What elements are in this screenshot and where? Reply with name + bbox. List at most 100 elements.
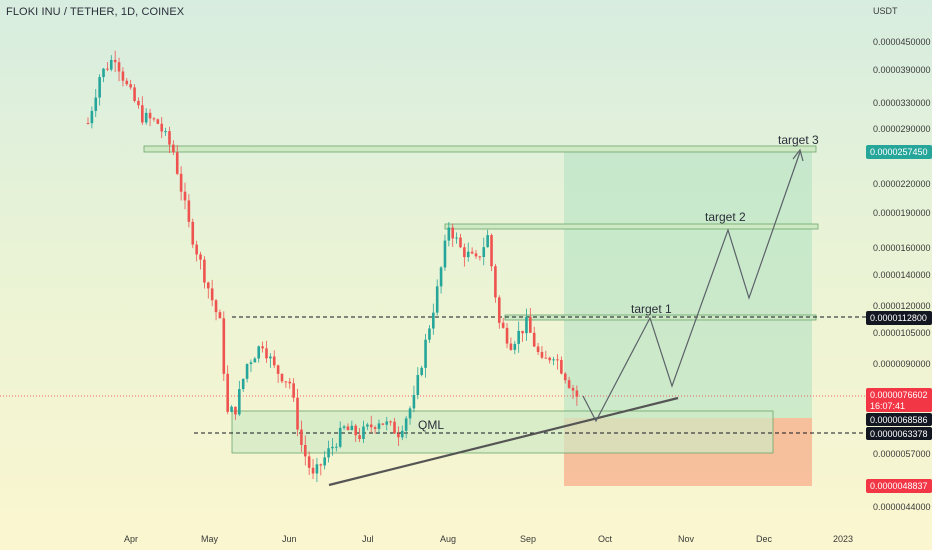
candle-body <box>381 423 385 425</box>
candle-body <box>183 191 187 201</box>
candle-body <box>428 328 431 340</box>
candle-body <box>346 426 350 431</box>
x-tick-label: Aug <box>440 534 456 544</box>
chart-title: FLOKI INU / TETHER, 1D, COINEX <box>6 6 185 18</box>
candle-body <box>222 318 226 374</box>
candle-body <box>424 339 427 368</box>
y-axis: 0.0000450000 0.0000390000 0.0000330000 0… <box>873 37 931 512</box>
candles <box>86 50 579 482</box>
x-tick-label: Jul <box>362 534 374 544</box>
candle-body <box>393 421 396 434</box>
candle-body <box>292 383 295 398</box>
candle-body <box>400 430 404 438</box>
candle-body <box>517 330 520 344</box>
target-1-label: target 1 <box>631 302 672 316</box>
y-tick-label: 0.0000140000 <box>873 270 931 280</box>
candle-body <box>191 221 195 245</box>
candle-body <box>129 84 132 88</box>
y-tick-label: 0.0000220000 <box>873 179 931 189</box>
candle-body <box>238 389 241 415</box>
candle-body <box>548 357 552 361</box>
candle-body <box>478 256 482 258</box>
projected-path-arrowhead <box>792 148 804 162</box>
candle-body <box>230 406 233 412</box>
candle-body <box>331 446 334 449</box>
candle-body <box>362 426 365 439</box>
candle-body <box>323 457 326 466</box>
price-badge-resistance: 0.0000112800 <box>866 311 932 325</box>
candle-body <box>214 300 218 313</box>
target-zone <box>564 152 812 418</box>
candle-body <box>373 427 377 429</box>
candle-body <box>366 424 369 427</box>
candle-body <box>439 267 443 287</box>
candle-body <box>117 62 121 72</box>
candle-body <box>86 123 90 125</box>
candle-body <box>377 423 381 429</box>
candle-body <box>261 346 264 349</box>
candle-body <box>513 343 517 350</box>
candle-body <box>455 237 458 239</box>
price-badge-text: 0.0000076602 <box>870 390 928 400</box>
candle-body <box>156 119 160 124</box>
x-tick-label: Jun <box>282 534 297 544</box>
candle-body <box>443 240 447 268</box>
candle-body <box>486 235 489 248</box>
candle-body <box>175 152 179 174</box>
qml-zone <box>231 410 774 454</box>
candle-body <box>567 380 571 388</box>
price-badge-current: 0.0000076602 16:07:41 <box>866 388 932 412</box>
candle-body <box>560 359 563 374</box>
candle-body <box>102 68 105 78</box>
price-badge-text: 0.0000068586 <box>870 415 928 425</box>
x-tick-label: 2023 <box>833 534 853 544</box>
candle-body <box>121 71 125 81</box>
candle-body <box>253 358 257 363</box>
candle-body <box>432 312 435 329</box>
target-3-box <box>143 145 817 153</box>
candle-body <box>532 332 536 347</box>
y-tick-label: 0.0000160000 <box>873 243 931 253</box>
y-tick-label: 0.0000057000 <box>873 449 931 459</box>
candle-body <box>463 247 466 258</box>
candle-body <box>466 251 470 258</box>
candle-body <box>94 97 98 111</box>
candle-body <box>226 373 229 412</box>
candle-body <box>160 123 164 132</box>
candle-body <box>280 373 284 382</box>
candle-body <box>109 59 113 70</box>
candle-body <box>474 253 478 257</box>
y-tick-label: 0.0000290000 <box>873 124 931 134</box>
candle-body <box>133 87 136 101</box>
candle-body <box>521 330 524 334</box>
price-unit-label: USDT <box>873 6 898 16</box>
candle-body <box>482 247 486 257</box>
candle-body <box>137 100 140 106</box>
candle-body <box>497 297 501 323</box>
price-badge-text: 0.0000112800 <box>870 313 927 323</box>
candle-body <box>218 312 222 319</box>
candle-body <box>199 254 202 260</box>
candle-body <box>179 173 183 192</box>
candle-body <box>249 362 253 365</box>
candle-body <box>556 359 559 361</box>
candle-body <box>470 251 474 254</box>
candle-body <box>494 266 497 298</box>
candle-body <box>536 346 540 353</box>
candle-body <box>113 59 117 63</box>
x-tick-label: Sep <box>520 534 536 544</box>
x-tick-label: Dec <box>756 534 773 544</box>
x-axis: Apr May Jun Jul Aug Sep Oct Nov Dec 2023 <box>124 534 853 544</box>
x-tick-label: Apr <box>124 534 138 544</box>
candle-body <box>125 80 129 85</box>
candle-body <box>288 381 292 384</box>
candle-body <box>571 387 575 391</box>
candle-body <box>447 227 451 241</box>
candle-body <box>338 427 342 447</box>
y-tick-label: 0.0000390000 <box>873 65 931 75</box>
candle-body <box>245 364 249 379</box>
candle-body <box>529 316 532 333</box>
y-tick-label: 0.0000090000 <box>873 359 931 369</box>
